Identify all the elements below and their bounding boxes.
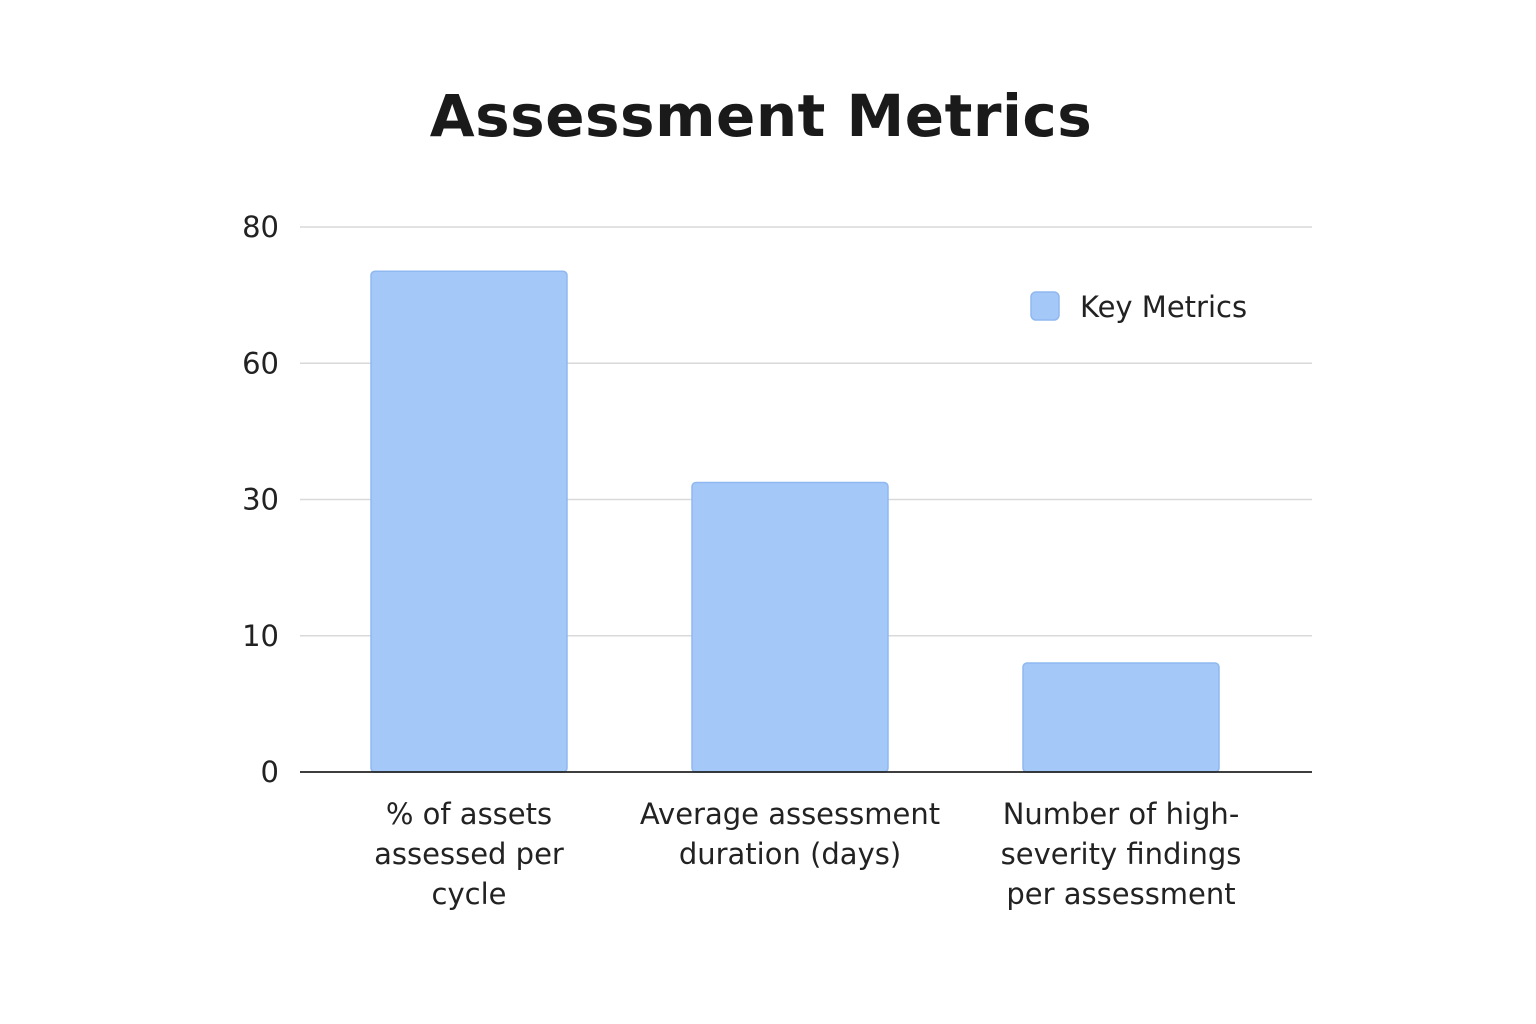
category-label-line: per assessment bbox=[1006, 877, 1235, 911]
y-tick-label: 60 bbox=[242, 346, 279, 380]
category-label-line: severity findings bbox=[1001, 837, 1242, 871]
category-label-line: duration (days) bbox=[679, 837, 901, 871]
category-label-line: Number of high- bbox=[1003, 797, 1240, 831]
bar bbox=[691, 481, 889, 773]
y-tick-label: 80 bbox=[242, 210, 279, 244]
category-label-line: Average assessment bbox=[640, 797, 940, 831]
category-label: % of assets assessed per cycle bbox=[374, 797, 564, 911]
category-label: Number of high-severity findings per asse… bbox=[1001, 797, 1242, 911]
y-tick-label: 10 bbox=[242, 619, 279, 653]
bars bbox=[370, 270, 1220, 773]
legend-label: Key Metrics bbox=[1080, 290, 1247, 324]
legend-swatch bbox=[1030, 291, 1060, 321]
category-label-line: assessed per bbox=[374, 837, 564, 871]
bar bbox=[370, 270, 568, 773]
y-tick-labels: 0 10 30 60 80 bbox=[242, 210, 279, 789]
category-label-line: cycle bbox=[432, 877, 507, 911]
y-tick-label: 30 bbox=[242, 483, 279, 517]
chart-title: Assessment Metrics bbox=[429, 82, 1093, 150]
y-tick-label: 0 bbox=[261, 755, 279, 789]
category-label: Average assessment duration (days) bbox=[640, 797, 940, 871]
bar bbox=[1022, 662, 1220, 773]
legend: Key Metrics bbox=[1030, 290, 1247, 324]
category-labels: % of assets assessed per cycle Average asse… bbox=[374, 797, 1241, 911]
category-label-line: % of assets bbox=[386, 797, 552, 831]
